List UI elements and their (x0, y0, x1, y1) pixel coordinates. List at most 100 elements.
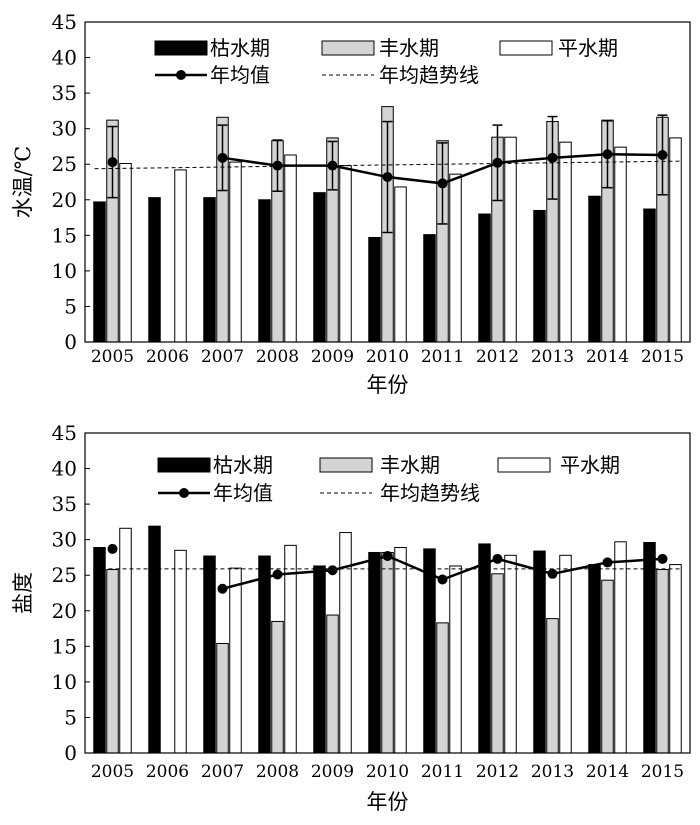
mean-point-2010 (382, 551, 393, 562)
x-tick-label: 2011 (421, 762, 464, 782)
bar-1-2005 (93, 546, 106, 754)
bar-1-2013 (533, 209, 546, 343)
legend-label-2: 丰水期 (380, 453, 440, 477)
bar-2-2009 (326, 614, 339, 754)
x-tick-label: 2014 (586, 762, 629, 782)
legend-label-trend: 年均趋势线 (379, 63, 479, 87)
mean-point-2009 (327, 160, 338, 171)
bar-1-2011 (423, 234, 436, 343)
y-tick-label: 0 (64, 741, 77, 765)
bar-1-2006 (148, 525, 161, 754)
x-tick-label: 2006 (146, 762, 189, 782)
legend-label-1: 枯水期 (213, 453, 273, 477)
bar-1-2007 (203, 197, 216, 343)
legend-marker-mean (176, 70, 186, 80)
bar-2-2005 (106, 569, 119, 754)
y-tick-label: 30 (52, 117, 77, 141)
mean-point-2008 (272, 569, 283, 580)
x-tick-label: 2009 (311, 347, 354, 367)
x-tick-label: 2012 (476, 762, 519, 782)
bar-3-2014 (614, 146, 627, 343)
y-tick-label: 40 (52, 46, 77, 70)
bar-2-2013 (546, 618, 559, 754)
bar-3-2013 (559, 554, 572, 754)
y-axis-title: 水温/℃ (11, 146, 35, 219)
x-tick-label: 2007 (201, 762, 244, 782)
bar-1-2009 (313, 565, 326, 754)
mean-point-2010 (382, 172, 393, 183)
bar-1-2015 (643, 542, 656, 754)
bar-1-2005 (93, 201, 106, 343)
legend-marker-mean (179, 488, 189, 498)
mean-point-2015 (657, 553, 668, 564)
x-tick-label: 2005 (91, 347, 134, 367)
bar-2-2008 (271, 620, 284, 754)
x-tick-label: 2009 (311, 762, 354, 782)
legend-swatch-2 (319, 457, 373, 473)
mean-point-2009 (327, 565, 338, 576)
legend-label-3: 平水期 (558, 36, 618, 60)
legend-label-mean: 年均值 (210, 63, 270, 87)
bar-1-2009 (313, 192, 326, 343)
bar-3-2009 (339, 165, 352, 343)
bar-3-2005 (119, 163, 132, 343)
mean-point-2011 (437, 178, 448, 189)
y-tick-label: 35 (52, 81, 77, 105)
bar-3-2010 (394, 186, 407, 343)
chart-panel-2: 0 5 10 15 20 25 30 35 40 45 2005 2006 2007 2008 2009 20… (11, 421, 691, 814)
x-tick-label: 2014 (586, 347, 629, 367)
x-tick-label: 2006 (146, 347, 189, 367)
bar-1-2014 (588, 195, 601, 343)
x-axis-title: 年份 (367, 373, 409, 397)
legend-label-3: 平水期 (560, 453, 620, 477)
bar-3-2007 (229, 161, 242, 343)
bar-3-2015 (669, 137, 682, 343)
bar-3-2011 (449, 173, 462, 343)
bar-1-2007 (203, 555, 216, 754)
bar-2-2010 (381, 551, 394, 754)
x-tick-label: 2015 (641, 762, 684, 782)
mean-point-2005 (107, 157, 118, 168)
y-tick-label: 20 (52, 188, 77, 212)
legend-label-trend: 年均趋势线 (380, 481, 480, 505)
y-axis-title: 盐度 (11, 572, 35, 614)
mean-point-2012 (492, 157, 503, 168)
bar-1-2010 (368, 236, 381, 343)
bar-1-2006 (148, 197, 161, 343)
y-tick-label: 45 (52, 10, 77, 34)
x-tick-label: 2008 (256, 347, 299, 367)
y-tick-label: 5 (64, 294, 77, 318)
bar-3-2012 (504, 554, 517, 754)
x-tick-label: 2008 (256, 762, 299, 782)
bar-1-2010 (368, 551, 381, 754)
x-tick-label: 2010 (366, 762, 409, 782)
y-tick-label: 45 (52, 421, 77, 445)
bar-3-2007 (229, 567, 242, 754)
mean-point-2013 (547, 152, 558, 163)
x-tick-label: 2015 (641, 347, 684, 367)
legend-label-2: 丰水期 (379, 36, 439, 60)
y-tick-label: 25 (52, 152, 77, 176)
y-tick-label: 40 (52, 457, 77, 481)
y-tick-label: 15 (52, 223, 77, 247)
mean-point-2011 (437, 574, 448, 585)
bar-1-2008 (258, 199, 271, 343)
plot-frame (84, 21, 691, 343)
x-tick-label: 2013 (531, 762, 574, 782)
bar-3-2014 (614, 541, 627, 754)
chart-panel-1: 0 5 10 15 20 25 30 35 40 45 2005 2006 2007 2008 2009 20… (11, 10, 691, 397)
mean-point-2005 (107, 543, 118, 554)
y-tick-label: 15 (52, 634, 77, 658)
bar-3-2006 (174, 549, 187, 754)
bar-3-2008 (284, 544, 297, 754)
x-tick-label: 2011 (421, 347, 464, 367)
bar-3-2006 (174, 169, 187, 343)
y-tick-label: 0 (64, 330, 77, 354)
mean-point-2007 (217, 152, 228, 163)
bar-3-2012 (504, 136, 517, 343)
y-tick-label: 35 (52, 492, 77, 516)
mean-point-2014 (602, 557, 613, 568)
